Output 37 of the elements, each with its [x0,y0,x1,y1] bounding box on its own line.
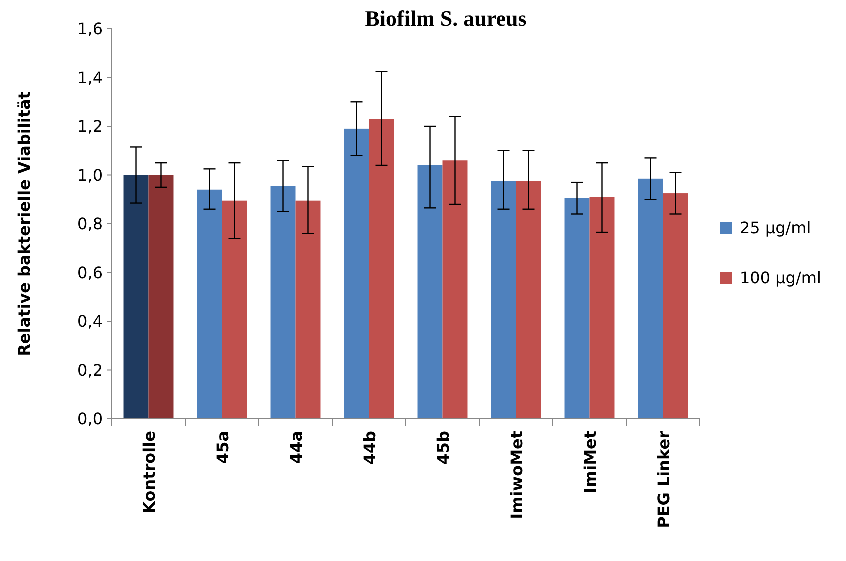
y-tick-label: 0,2 [78,360,103,380]
x-tick-label: 45a [213,431,232,464]
bar [344,128,370,419]
legend-label: 100 µg/ml [740,268,822,288]
bar [148,175,174,419]
bar [516,181,542,419]
y-tick-label: 0,8 [78,214,103,234]
bar [197,190,222,419]
bar [296,200,321,419]
y-tick-label: 1,6 [78,20,103,39]
bar [418,166,443,419]
y-tick-label: 0,4 [78,312,103,332]
y-axis-title: Relative bakterielle Viabilität [15,91,34,356]
x-tick-label: 44b [360,431,380,465]
bar [663,194,688,419]
y-tick-label: 1,0 [78,166,103,185]
y-tick-label: 1,4 [78,68,103,88]
bar [270,186,296,419]
bar [369,119,394,419]
bar [442,160,468,419]
x-tick-label: ImiwoMet [507,430,526,520]
y-tick-label: 0,6 [78,263,103,282]
chart-title: Biofilm S. aureus [365,6,528,31]
bar [590,197,615,419]
bar [222,200,248,419]
y-tick-label: 1,2 [78,117,103,136]
legend-label: 25 µg/ml [740,218,812,238]
x-tick-label: ImiMet [580,430,600,494]
bar [124,175,149,419]
x-tick-label: PEG Linker [654,430,674,528]
bar [638,178,664,419]
bar [564,198,590,419]
bar [491,181,516,419]
y-tick-label: 0,0 [78,410,103,429]
x-tick-label: 44a [286,431,306,464]
x-tick-label: 45b [434,431,453,465]
x-tick-label: Kontrolle [140,430,159,514]
